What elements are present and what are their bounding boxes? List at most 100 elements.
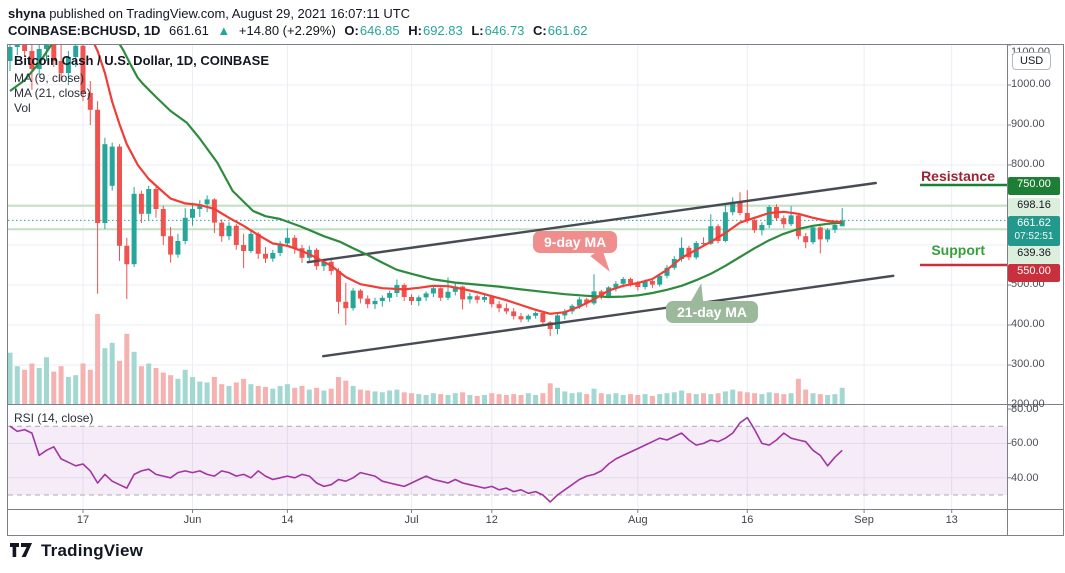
legend-ma9[interactable]: MA (9, close) bbox=[14, 71, 85, 85]
candle-body bbox=[168, 236, 174, 255]
candle-body bbox=[87, 93, 93, 110]
volume-bar bbox=[686, 393, 692, 404]
currency-button[interactable]: USD bbox=[1012, 52, 1052, 70]
candle-body bbox=[452, 286, 458, 292]
volume-bar bbox=[533, 395, 539, 404]
volume-bar bbox=[321, 390, 327, 404]
volume-bar bbox=[314, 387, 320, 404]
badge-price: 550.00 bbox=[1017, 264, 1051, 277]
header-line2: COINBASE:BCHUSD, 1D 661.61 ▲ +14.80 (+2.… bbox=[8, 23, 593, 38]
brand-footer[interactable]: TradingView bbox=[10, 541, 143, 561]
open-label: O: bbox=[344, 23, 359, 38]
ma21-callout[interactable]: 21-day MA bbox=[666, 301, 759, 323]
volume-bar bbox=[423, 395, 429, 404]
price-badge-639.36: 639.36 bbox=[1008, 245, 1060, 264]
volume-bar bbox=[795, 378, 801, 404]
candle-body bbox=[628, 279, 633, 284]
volume-bar bbox=[416, 394, 422, 404]
candle-body bbox=[547, 322, 553, 329]
price-axis-label: 200.00 bbox=[1011, 398, 1045, 410]
time-axis-label: 16 bbox=[741, 514, 754, 526]
volume-bar bbox=[336, 377, 341, 404]
legend-ma21[interactable]: MA (21, close) bbox=[14, 86, 91, 100]
volume-bar bbox=[664, 393, 670, 404]
ma9-callout[interactable]: 9-day MA bbox=[533, 231, 618, 253]
time-axis-label: Jun bbox=[183, 514, 202, 526]
volume-bar bbox=[649, 395, 655, 404]
rsi-line[interactable] bbox=[9, 416, 843, 503]
candle-body bbox=[701, 243, 706, 244]
volume-bar bbox=[277, 386, 283, 404]
volume-bar bbox=[679, 390, 685, 404]
volume-bar bbox=[65, 377, 71, 404]
volume-bar bbox=[613, 393, 619, 404]
candle-body bbox=[540, 313, 546, 323]
candle-body bbox=[102, 144, 108, 223]
candle-body bbox=[489, 297, 495, 305]
candle-body bbox=[58, 61, 64, 73]
trendline-upper[interactable] bbox=[306, 181, 877, 264]
volume-bar bbox=[569, 393, 575, 404]
brand-name: TradingView bbox=[41, 541, 144, 560]
volume-bar bbox=[445, 395, 451, 404]
candle-body bbox=[336, 271, 341, 302]
resistance-label[interactable]: Resistance bbox=[921, 168, 995, 184]
candle-body bbox=[474, 296, 480, 300]
chart-frame bbox=[7, 44, 1064, 536]
open-value: 646.85 bbox=[359, 23, 400, 38]
volume-bar bbox=[284, 384, 290, 404]
candle-body bbox=[752, 220, 758, 231]
candles[interactable] bbox=[8, 21, 845, 337]
rsi-axis-label: 40.00 bbox=[1011, 471, 1039, 484]
volume-bar bbox=[306, 389, 312, 404]
volume-bar bbox=[211, 377, 217, 404]
volume-bar bbox=[160, 372, 166, 404]
volume-bar bbox=[591, 388, 597, 404]
candle-body bbox=[299, 248, 305, 258]
volume-bar bbox=[22, 369, 28, 404]
volume-bar bbox=[357, 389, 363, 404]
volume-bar bbox=[642, 394, 648, 404]
candle-body bbox=[80, 45, 86, 93]
support-label[interactable]: Support bbox=[931, 242, 985, 258]
low-label: L: bbox=[471, 23, 484, 38]
ma9-line[interactable] bbox=[93, 40, 843, 315]
rsi-legend[interactable]: RSI (14, close) bbox=[14, 411, 94, 425]
volume-bar bbox=[701, 393, 706, 404]
volume-bar bbox=[255, 386, 261, 404]
candle-body bbox=[496, 304, 502, 309]
volume-bar bbox=[58, 366, 64, 404]
publish-info: published on TradingView.com, August 29,… bbox=[45, 6, 411, 21]
ma21-line[interactable] bbox=[9, 39, 843, 299]
volume-bar bbox=[219, 384, 225, 404]
volume-bar bbox=[598, 393, 604, 404]
candle-body bbox=[511, 311, 517, 317]
volume-bar bbox=[482, 395, 487, 404]
price-axis-label: 300.00 bbox=[1011, 358, 1045, 370]
candle-body bbox=[766, 207, 772, 225]
gridlines bbox=[8, 45, 1007, 509]
candle-body bbox=[460, 286, 466, 300]
rsi-pane[interactable] bbox=[9, 416, 843, 503]
trendline-lower[interactable] bbox=[321, 274, 895, 358]
legend-vol[interactable]: Vol bbox=[14, 101, 31, 115]
candle-body bbox=[642, 281, 648, 287]
candle-body bbox=[219, 222, 225, 237]
candle-body bbox=[445, 291, 451, 298]
volume-bar bbox=[606, 394, 612, 404]
candle-body bbox=[138, 193, 144, 214]
candle-body bbox=[241, 245, 247, 251]
badge-price: 639.36 bbox=[1017, 246, 1051, 259]
candle-body bbox=[292, 237, 298, 249]
candle-body bbox=[117, 146, 122, 246]
main-pane[interactable] bbox=[8, 21, 895, 404]
volume-bar bbox=[292, 387, 298, 404]
volume-bars[interactable] bbox=[8, 314, 845, 404]
up-arrow-icon: ▲ bbox=[217, 23, 231, 38]
candle-body bbox=[416, 297, 422, 301]
candle-body bbox=[708, 226, 714, 244]
chart-legend-title[interactable]: Bitcoin Cash / U.S. Dollar, 1D, COINBASE bbox=[14, 53, 269, 68]
